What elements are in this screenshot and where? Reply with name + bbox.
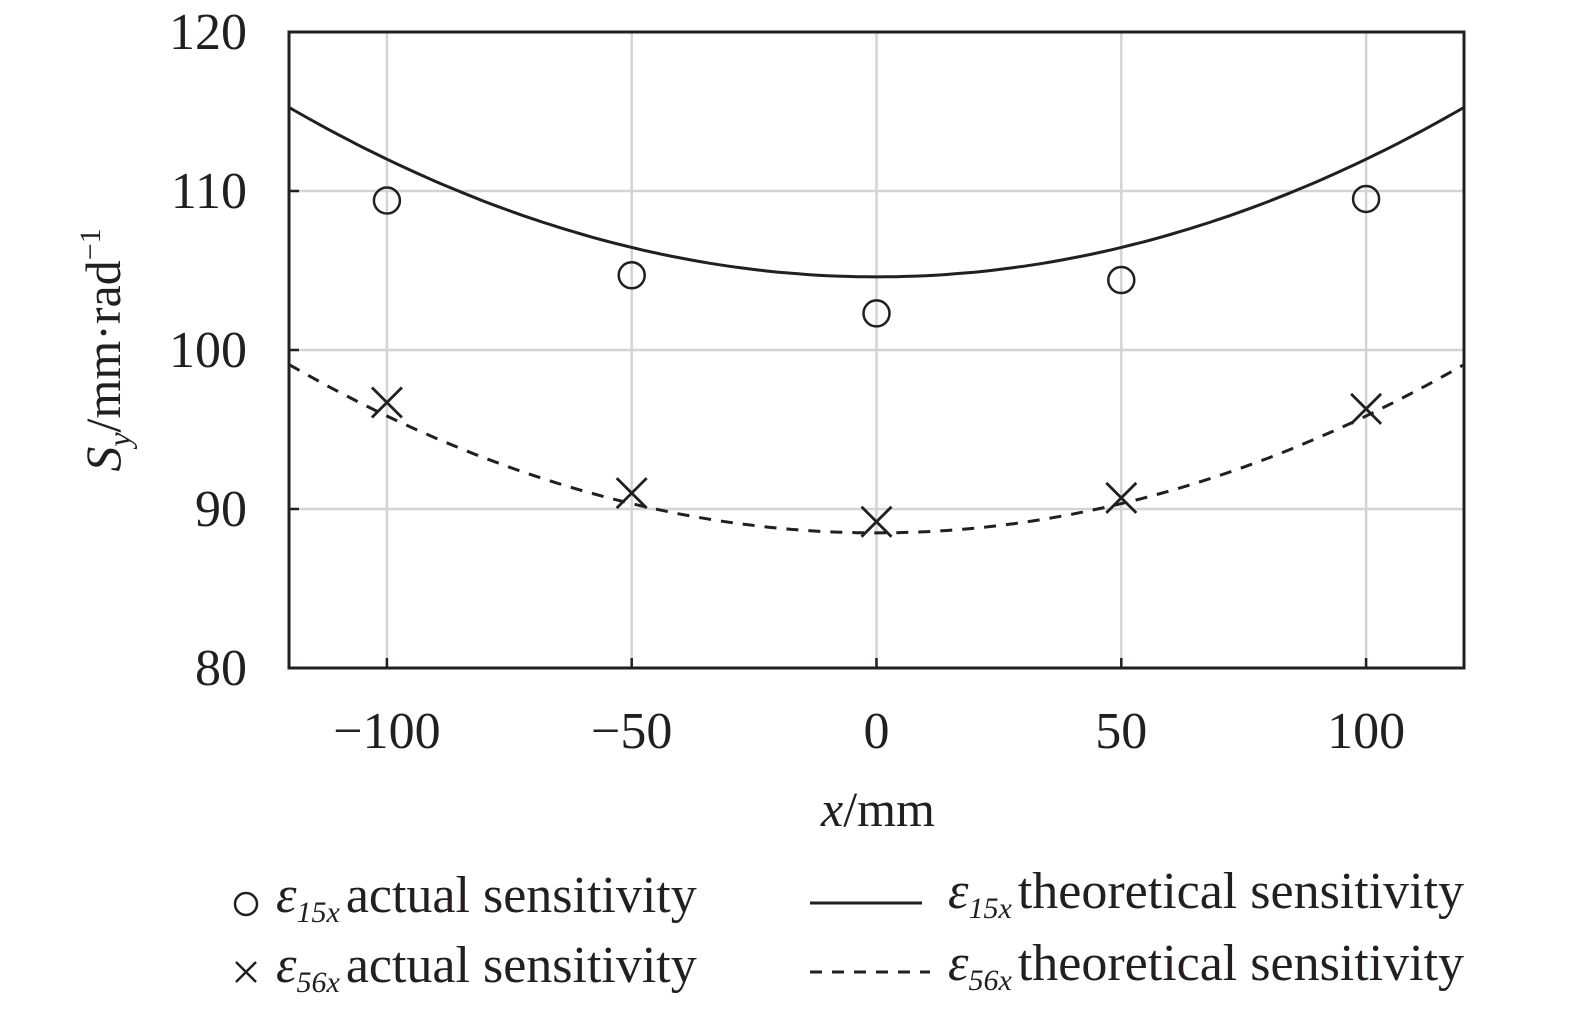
legend: ε15x actual sensitivity ε15x theoretical s… (233, 863, 1464, 999)
legend-item-e15x-theory: ε15x theoretical sensitivity (810, 863, 1464, 925)
x-tick-label: −100 (333, 703, 440, 760)
legend-label-e56x-theory: ε56x theoretical sensitivity (948, 935, 1464, 997)
legend-symbol: ε (948, 863, 969, 920)
legend-symbol: ε (276, 937, 297, 994)
legend-subscript: 15x (969, 892, 1013, 925)
legend-item-e15x-actual: ε15x actual sensitivity (233, 867, 697, 929)
y-axis-var: S (75, 447, 131, 472)
legend-subscript: 56x (969, 964, 1013, 997)
legend-circle-marker (233, 891, 259, 917)
tick-labels: −100 −50 0 50 100 80 90 100 110 120 (169, 4, 1405, 760)
grid-lines (289, 30, 1464, 670)
legend-symbol: ε (276, 867, 297, 924)
legend-subscript: 15x (297, 896, 341, 929)
data-point-e56x (615, 477, 648, 510)
x-axis-var: x (820, 781, 843, 837)
data-point-e15x (617, 261, 646, 290)
legend-label-e56x-actual: ε56x actual sensitivity (276, 937, 697, 999)
x-tick-label: −50 (591, 703, 672, 760)
x-tick-label: 100 (1327, 703, 1405, 760)
theory-curves (288, 106, 1465, 535)
legend-label-e15x-theory: ε15x theoretical sensitivity (948, 863, 1464, 925)
y-tick-label: 80 (195, 640, 247, 697)
y-tick-label: 90 (195, 481, 247, 538)
data-markers (370, 184, 1383, 538)
legend-label-e15x-actual: ε15x actual sensitivity (276, 867, 697, 929)
x-tick-label: 50 (1095, 703, 1147, 760)
legend-item-e56x-actual: ε56x actual sensitivity (235, 937, 697, 999)
x-tick-label: 0 (864, 703, 890, 760)
legend-symbol: ε (948, 935, 969, 992)
y-axis-unit: /mm·rad (75, 260, 131, 432)
legend-cross-marker (235, 961, 257, 983)
legend-text: theoretical sensitivity (1018, 863, 1464, 920)
data-point-e15x (1351, 184, 1381, 214)
data-point-e56x (1350, 392, 1383, 425)
theory-curve-e56x (288, 363, 1465, 535)
y-tick-label: 100 (169, 322, 247, 379)
legend-subscript: 56x (297, 966, 341, 999)
legend-text: actual sensitivity (346, 937, 697, 994)
data-point-e15x (862, 299, 891, 328)
y-axis-exp: −1 (74, 228, 107, 260)
data-point-e15x (372, 186, 402, 215)
data-point-e56x (370, 386, 403, 419)
legend-text: theoretical sensitivity (1018, 935, 1464, 992)
data-point-e56x (1105, 481, 1138, 514)
theory-curve-e15x (288, 106, 1465, 279)
y-axis-sub: y (101, 432, 137, 450)
legend-item-e56x-theory: ε56x theoretical sensitivity (810, 935, 1464, 997)
y-axis-label: Sy/mm·rad−1 (74, 228, 137, 471)
x-axis-unit: /mm (843, 781, 935, 837)
data-point-e15x (1107, 265, 1136, 295)
y-tick-label: 120 (169, 4, 247, 61)
x-axis-label: x/mm (820, 781, 935, 837)
data-point-e56x (860, 505, 893, 538)
y-tick-label: 110 (171, 163, 247, 220)
legend-text: actual sensitivity (346, 867, 697, 924)
